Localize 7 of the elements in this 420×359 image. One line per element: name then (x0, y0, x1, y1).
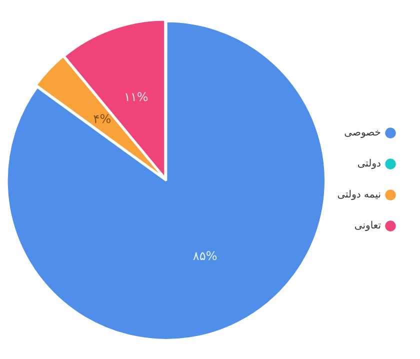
legend-label: خصوصی (344, 128, 381, 139)
legend-label: تعاونی (354, 220, 382, 232)
data-label: ۸۵% (192, 249, 218, 264)
data-label: ۱۱% (124, 90, 148, 104)
legend-label: نیمه دولتی (337, 190, 381, 201)
legend-label: دولتی (357, 158, 381, 170)
data-label: ۴% (93, 112, 112, 126)
